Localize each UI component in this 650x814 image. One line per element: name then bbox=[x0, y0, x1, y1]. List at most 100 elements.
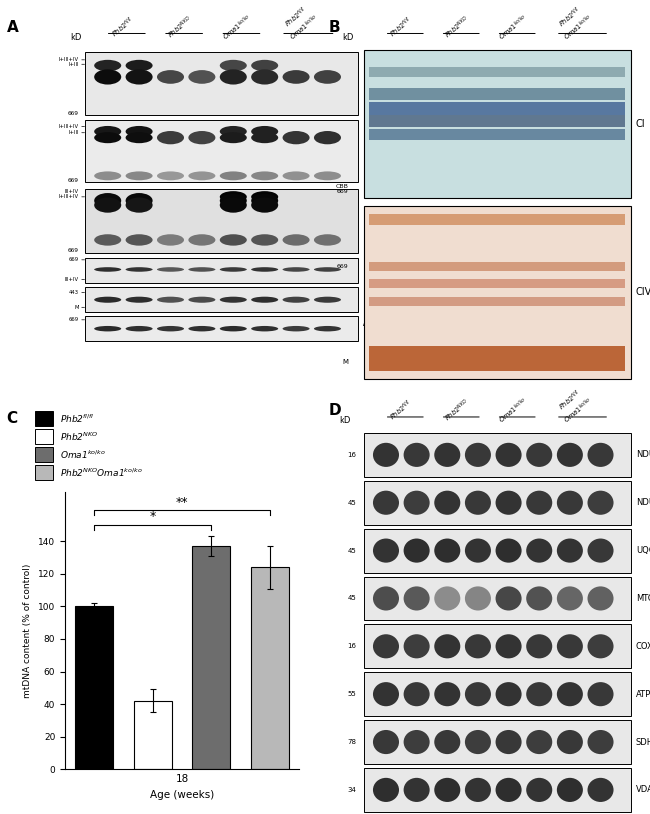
Ellipse shape bbox=[125, 198, 153, 212]
Text: 669: 669 bbox=[69, 317, 79, 322]
Ellipse shape bbox=[125, 326, 153, 331]
Text: $Phb2^{NKO}$: $Phb2^{NKO}$ bbox=[166, 14, 195, 41]
Ellipse shape bbox=[157, 296, 184, 303]
Bar bbox=[84, 120, 358, 182]
Text: COX5B: COX5B bbox=[636, 641, 650, 651]
Ellipse shape bbox=[434, 730, 460, 754]
Text: III+IV: III+IV bbox=[65, 190, 79, 195]
Ellipse shape bbox=[588, 634, 614, 659]
Ellipse shape bbox=[404, 682, 430, 707]
Ellipse shape bbox=[220, 59, 247, 72]
Ellipse shape bbox=[314, 326, 341, 331]
Ellipse shape bbox=[188, 267, 215, 272]
Ellipse shape bbox=[94, 326, 121, 331]
Ellipse shape bbox=[220, 191, 247, 203]
Ellipse shape bbox=[404, 443, 430, 467]
Ellipse shape bbox=[465, 778, 491, 802]
Ellipse shape bbox=[557, 443, 583, 467]
Bar bbox=[369, 115, 625, 127]
Ellipse shape bbox=[220, 194, 247, 208]
Text: VDAC: VDAC bbox=[636, 786, 650, 794]
Ellipse shape bbox=[94, 132, 121, 143]
Ellipse shape bbox=[526, 491, 552, 514]
Ellipse shape bbox=[314, 172, 341, 180]
Text: kD: kD bbox=[70, 33, 82, 42]
Ellipse shape bbox=[283, 267, 309, 272]
Ellipse shape bbox=[314, 234, 341, 246]
Ellipse shape bbox=[588, 443, 614, 467]
Ellipse shape bbox=[157, 234, 184, 246]
Ellipse shape bbox=[220, 198, 247, 212]
Ellipse shape bbox=[283, 172, 309, 180]
Ellipse shape bbox=[526, 586, 552, 610]
Text: $Phb2^{fl/fl}$
$Oma1^{ko/ko}$: $Phb2^{fl/fl}$ $Oma1^{ko/ko}$ bbox=[554, 2, 595, 42]
Ellipse shape bbox=[220, 234, 247, 246]
Ellipse shape bbox=[434, 443, 460, 467]
Ellipse shape bbox=[373, 634, 399, 659]
Ellipse shape bbox=[373, 491, 399, 514]
Bar bbox=[84, 51, 358, 115]
Text: UQCRC2
(CIII): UQCRC2 (CIII) bbox=[363, 142, 395, 161]
Ellipse shape bbox=[251, 267, 278, 272]
Text: $Oma1^{ko/ko}$: $Oma1^{ko/ko}$ bbox=[221, 12, 255, 42]
Bar bbox=[364, 528, 630, 572]
Text: A: A bbox=[6, 20, 18, 35]
Text: NDUFA9: NDUFA9 bbox=[636, 498, 650, 507]
Ellipse shape bbox=[125, 69, 153, 85]
Bar bbox=[364, 720, 630, 764]
Ellipse shape bbox=[157, 267, 184, 272]
Text: NDUFB6: NDUFB6 bbox=[636, 450, 650, 459]
Bar bbox=[192, 546, 230, 769]
Ellipse shape bbox=[157, 131, 184, 144]
Bar bbox=[84, 287, 358, 313]
Ellipse shape bbox=[283, 70, 309, 84]
Text: I+III+IV: I+III+IV bbox=[59, 57, 79, 63]
Bar bbox=[251, 567, 289, 769]
Ellipse shape bbox=[314, 296, 341, 303]
Ellipse shape bbox=[404, 491, 430, 514]
Ellipse shape bbox=[94, 126, 121, 137]
Ellipse shape bbox=[434, 539, 460, 562]
Text: 669: 669 bbox=[68, 111, 79, 116]
Ellipse shape bbox=[465, 634, 491, 659]
Ellipse shape bbox=[373, 730, 399, 754]
Ellipse shape bbox=[314, 131, 341, 144]
Text: Phb2$^{fl/fl}$: Phb2$^{fl/fl}$ bbox=[60, 413, 94, 425]
Ellipse shape bbox=[251, 234, 278, 246]
Ellipse shape bbox=[557, 586, 583, 610]
Ellipse shape bbox=[188, 70, 215, 84]
Text: $Phb2^{fl/fl}$
$Oma1^{ko/ko}$: $Phb2^{fl/fl}$ $Oma1^{ko/ko}$ bbox=[554, 385, 595, 426]
Ellipse shape bbox=[125, 267, 153, 272]
Bar bbox=[369, 214, 625, 225]
Ellipse shape bbox=[557, 539, 583, 562]
Ellipse shape bbox=[404, 539, 430, 562]
Text: 669: 669 bbox=[69, 257, 79, 262]
Ellipse shape bbox=[557, 682, 583, 707]
Text: 443: 443 bbox=[69, 290, 79, 295]
Text: M: M bbox=[342, 359, 348, 365]
Text: 55: 55 bbox=[347, 691, 356, 697]
Text: **: ** bbox=[176, 496, 188, 509]
Ellipse shape bbox=[125, 126, 153, 137]
Text: 669: 669 bbox=[336, 189, 348, 194]
Text: 669: 669 bbox=[68, 178, 79, 183]
Ellipse shape bbox=[526, 682, 552, 707]
Ellipse shape bbox=[588, 539, 614, 562]
Ellipse shape bbox=[94, 59, 121, 72]
Ellipse shape bbox=[94, 296, 121, 303]
Ellipse shape bbox=[588, 586, 614, 610]
Text: ATP5A: ATP5A bbox=[636, 689, 650, 698]
Ellipse shape bbox=[495, 778, 521, 802]
Ellipse shape bbox=[220, 172, 247, 180]
Ellipse shape bbox=[434, 586, 460, 610]
Ellipse shape bbox=[125, 132, 153, 143]
Bar bbox=[35, 447, 53, 462]
Text: $Phb2^{fl/fl}$: $Phb2^{fl/fl}$ bbox=[110, 15, 136, 40]
Ellipse shape bbox=[251, 194, 278, 208]
Text: CI: CI bbox=[636, 119, 645, 129]
Ellipse shape bbox=[465, 491, 491, 514]
Bar bbox=[369, 67, 625, 77]
Text: III+IV: III+IV bbox=[65, 277, 79, 282]
Ellipse shape bbox=[465, 586, 491, 610]
Text: $Phb2^{fl/fl}$
$Oma1^{ko/ko}$: $Phb2^{fl/fl}$ $Oma1^{ko/ko}$ bbox=[280, 2, 322, 42]
